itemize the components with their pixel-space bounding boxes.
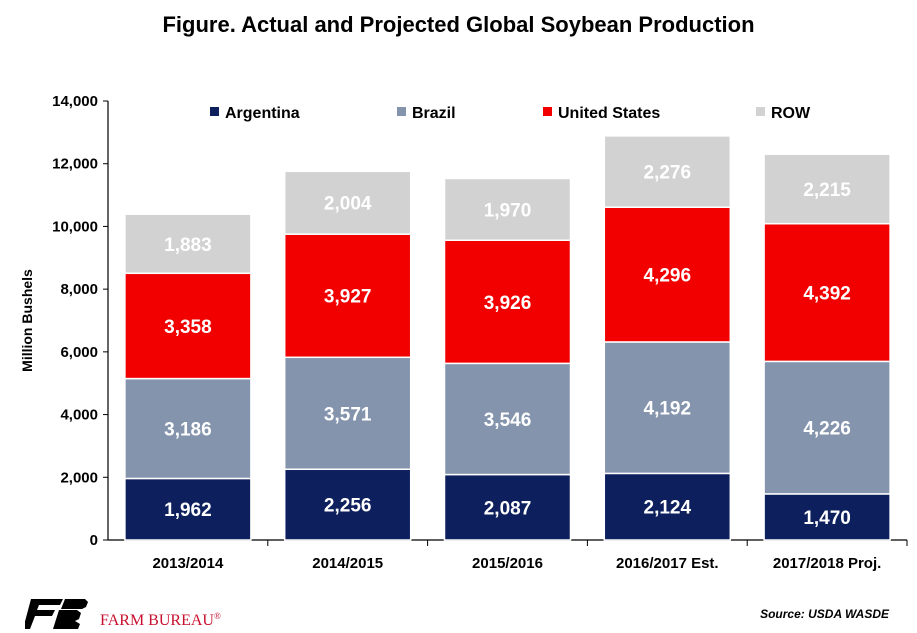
data-label: 4,226 bbox=[803, 419, 851, 440]
y-tick-label: 10,000 bbox=[52, 218, 98, 235]
legend-label: Brazil bbox=[412, 105, 456, 122]
source-note: Source: USDA WASDE bbox=[760, 607, 889, 621]
data-label: 3,186 bbox=[164, 420, 212, 441]
bar-segment bbox=[283, 468, 412, 541]
farm-bureau-wordmark: FARM BUREAU® bbox=[100, 611, 221, 629]
data-label: 1,962 bbox=[164, 500, 212, 521]
bar-segment bbox=[124, 377, 252, 480]
bar-segment bbox=[443, 239, 572, 365]
x-tick-label: 2015/2016 bbox=[472, 555, 543, 572]
y-axis-title: Million Bushels bbox=[19, 269, 35, 372]
legend-swatch bbox=[210, 107, 219, 116]
y-tick-label: 14,000 bbox=[52, 93, 98, 110]
data-label: 2,004 bbox=[324, 194, 372, 215]
bar-segment bbox=[283, 356, 412, 471]
bar-segment bbox=[283, 170, 412, 235]
data-label: 3,926 bbox=[484, 293, 532, 314]
bar-segment bbox=[443, 177, 572, 242]
bar-segment bbox=[443, 473, 572, 541]
bar-segment bbox=[443, 362, 572, 476]
bar-segment bbox=[763, 222, 891, 363]
y-tick-label: 0 bbox=[90, 532, 98, 549]
legend-label: United States bbox=[558, 105, 660, 122]
x-tick-label: 2017/2018 Proj. bbox=[773, 555, 881, 572]
x-tick-label: 2014/2015 bbox=[312, 555, 383, 572]
y-tick-label: 2,000 bbox=[60, 469, 98, 486]
data-label: 4,392 bbox=[803, 284, 851, 305]
bar-segment bbox=[763, 153, 891, 225]
x-tick-label: 2013/2014 bbox=[152, 555, 224, 572]
y-tick-label: 8,000 bbox=[60, 281, 98, 298]
bar-segment bbox=[763, 493, 891, 541]
data-label: 3,358 bbox=[164, 317, 212, 338]
legend-label: Argentina bbox=[225, 105, 300, 122]
bar-segment bbox=[124, 272, 252, 380]
chart-title: Figure. Actual and Projected Global Soyb… bbox=[162, 12, 755, 37]
farm-bureau-logo: FARM BUREAU® bbox=[25, 599, 221, 629]
fb-logo-icon bbox=[25, 599, 88, 629]
legend-label: ROW bbox=[771, 105, 811, 122]
data-label: 4,296 bbox=[644, 266, 692, 287]
y-tick-label: 12,000 bbox=[52, 156, 98, 173]
data-label: 2,087 bbox=[484, 498, 532, 519]
bar-segment bbox=[124, 477, 252, 541]
bar-segment bbox=[763, 360, 891, 495]
bar-segment bbox=[283, 233, 412, 359]
bar-segment bbox=[603, 341, 732, 475]
data-label: 1,970 bbox=[484, 200, 532, 221]
data-label: 3,571 bbox=[324, 404, 372, 425]
data-label: 3,546 bbox=[484, 410, 532, 431]
y-tick-label: 6,000 bbox=[60, 344, 98, 361]
bar-segment bbox=[603, 135, 732, 208]
stacked-bar-chart: 0 2,000 4,000 6,000 8,000 10,000 12,000 14,000 M… bbox=[19, 93, 908, 572]
data-label: 1,883 bbox=[164, 235, 212, 256]
data-label: 2,256 bbox=[324, 496, 372, 517]
data-label: 1,470 bbox=[803, 508, 851, 529]
data-label: 4,192 bbox=[644, 399, 692, 420]
y-tick-label: 4,000 bbox=[60, 407, 98, 424]
bar-segment bbox=[603, 472, 732, 541]
data-label: 3,927 bbox=[324, 287, 372, 308]
bar-segment bbox=[603, 206, 732, 343]
legend-swatch bbox=[397, 107, 406, 116]
bar-segment bbox=[124, 213, 252, 275]
legend-swatch bbox=[543, 107, 552, 116]
x-tick-label: 2016/2017 Est. bbox=[616, 555, 719, 572]
data-label: 2,215 bbox=[803, 180, 851, 201]
data-label: 2,276 bbox=[644, 163, 692, 184]
legend-swatch bbox=[756, 107, 765, 116]
data-label: 2,124 bbox=[644, 498, 692, 519]
